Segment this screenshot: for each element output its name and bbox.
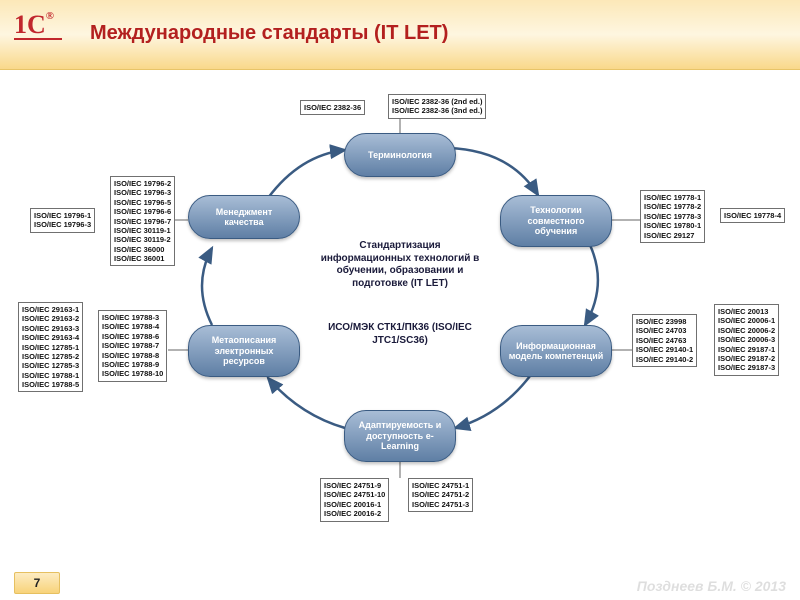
slide-number: 7 bbox=[14, 572, 60, 594]
node-collab-learning: Технологии совместного обучения bbox=[500, 195, 612, 247]
node-competency-model: Информационная модель компетенций bbox=[500, 325, 612, 377]
diagram: Стандартизация информационных технологий… bbox=[0, 80, 800, 560]
stdbox-top-l: ISO/IEC 2382-36 bbox=[300, 100, 365, 115]
center-caption-2: ИСО/МЭК СТК1/ПК36 (ISO/IEC JTC1/SC36) bbox=[318, 322, 482, 347]
logo-sup: ® bbox=[46, 10, 54, 22]
stdbox-ur-l: ISO/IEC 19778-1 ISO/IEC 19778-2 ISO/IEC … bbox=[640, 190, 705, 243]
stdbox-top-r: ISO/IEC 2382-36 (2nd ed.) ISO/IEC 2382-3… bbox=[388, 94, 486, 119]
logo: 1C® bbox=[14, 10, 54, 40]
stdbox-ul-r: ISO/IEC 19796-2 ISO/IEC 19796-3 ISO/IEC … bbox=[110, 176, 175, 266]
node-metadata: Метаописания электронных ресурсов bbox=[188, 325, 300, 377]
stdbox-r-l: ISO/IEC 23998 ISO/IEC 24703 ISO/IEC 2476… bbox=[632, 314, 697, 367]
logo-underline bbox=[14, 38, 62, 40]
stdbox-b-r: ISO/IEC 24751-1 ISO/IEC 24751-2 ISO/IEC … bbox=[408, 478, 473, 512]
logo-text: 1C bbox=[14, 10, 46, 39]
stdbox-r-r: ISO/IEC 20013 ISO/IEC 20006-1 ISO/IEC 20… bbox=[714, 304, 779, 376]
node-quality-mgmt: Менеджмент качества bbox=[188, 195, 300, 239]
stdbox-ul-l: ISO/IEC 19796-1 ISO/IEC 19796-3 bbox=[30, 208, 95, 233]
footer-credit: Позднеев Б.М. © 2013 bbox=[637, 578, 786, 594]
stdbox-b-l: ISO/IEC 24751-9 ISO/IEC 24751-10 ISO/IEC… bbox=[320, 478, 389, 522]
stdbox-ur-r: ISO/IEC 19778-4 bbox=[720, 208, 785, 223]
stdbox-l-r: ISO/IEC 19788-3 ISO/IEC 19788-4 ISO/IEC … bbox=[98, 310, 167, 382]
stdbox-l-l: ISO/IEC 29163-1 ISO/IEC 29163-2 ISO/IEC … bbox=[18, 302, 83, 392]
header-bar: 1C® Международные стандарты (IT LET) bbox=[0, 0, 800, 70]
page-title: Международные стандарты (IT LET) bbox=[90, 22, 448, 45]
node-terminology: Терминология bbox=[344, 133, 456, 177]
node-adaptability: Адаптируемость и доступность e-Learning bbox=[344, 410, 456, 462]
center-caption-1: Стандартизация информационных технологий… bbox=[318, 240, 482, 290]
